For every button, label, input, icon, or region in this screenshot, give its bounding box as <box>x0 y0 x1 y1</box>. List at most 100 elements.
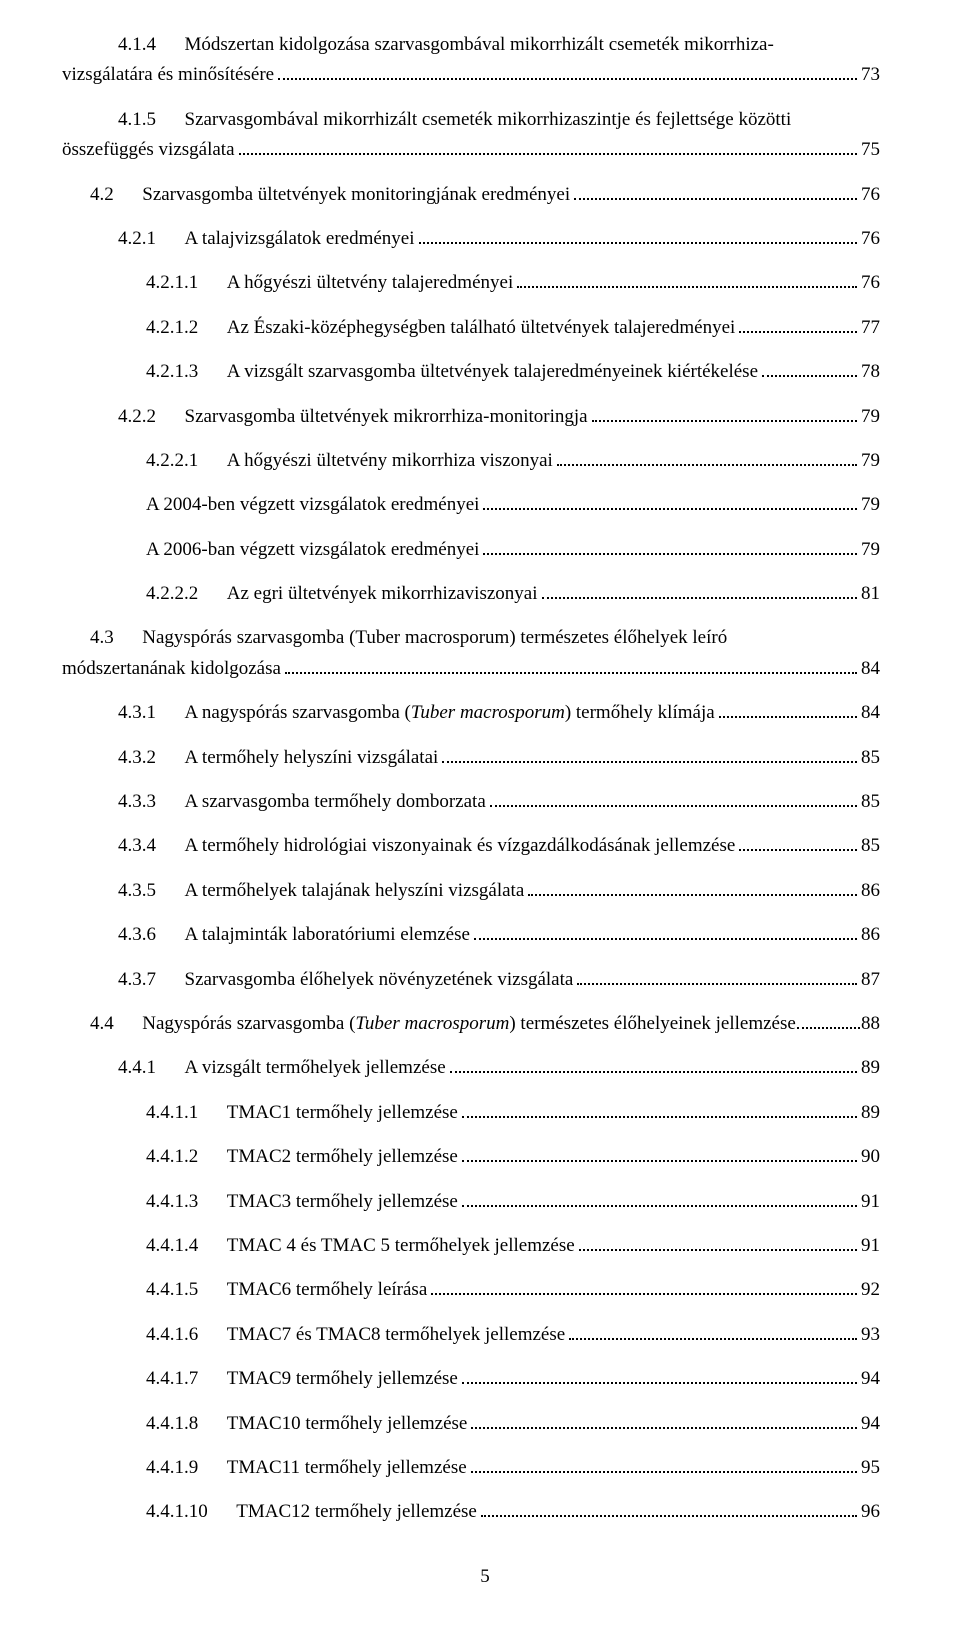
toc-leader-dots <box>462 1190 857 1206</box>
toc-page-number: 79 <box>861 535 880 565</box>
toc-entry: 4.4 Nagyspórás szarvasgomba (Tuber macro… <box>90 1009 880 1039</box>
toc-title: TMAC7 és TMAC8 termőhelyek jellemzése <box>227 1320 565 1350</box>
toc-page: 4.1.4 Módszertan kidolgozása szarvasgomb… <box>0 0 960 1632</box>
toc-page-number: 84 <box>861 698 880 728</box>
toc-entry: 4.2.2 Szarvasgomba ültetvények mikrorrhi… <box>90 402 880 432</box>
toc-title: Szarvasgomba ültetvények mikrorrhiza-mon… <box>185 402 588 432</box>
toc-title: A szarvasgomba termőhely domborzata <box>185 787 486 817</box>
toc-number: 4.4.1.10 <box>146 1497 236 1527</box>
toc-page-number: 76 <box>861 268 880 298</box>
toc-leader-dots <box>592 405 857 421</box>
toc-number: 4.2.1.2 <box>146 313 227 343</box>
toc-entry: 4.2.2.2 Az egri ültetvények mikorrhizavi… <box>90 579 880 609</box>
toc-entry: 4.2 Szarvasgomba ültetvények monitoringj… <box>90 180 880 210</box>
toc-page-number: 94 <box>861 1409 880 1439</box>
toc-number: 4.2 <box>90 180 142 210</box>
toc-entry-line2: vizsgálatára és minősítésére 73 <box>62 60 880 90</box>
toc-title: A vizsgált termőhelyek jellemzése <box>185 1053 446 1083</box>
toc-number: 4.3.4 <box>118 831 185 861</box>
toc-leader-dots <box>762 361 857 377</box>
toc-page-number: 86 <box>861 920 880 950</box>
toc-title: Szarvasgomba ültetvények monitoringjának… <box>142 180 570 210</box>
toc-number: 4.4.1.7 <box>146 1364 227 1394</box>
toc-page-number: 76 <box>861 224 880 254</box>
toc-title: A talajminták laboratóriumi elemzése <box>185 920 470 950</box>
toc-entry: 4.4.1.7 TMAC9 termőhely jellemzése94 <box>90 1364 880 1394</box>
toc-page-number: 96 <box>861 1497 880 1527</box>
toc-leader-dots <box>285 658 857 674</box>
toc-leader-dots <box>797 1013 860 1029</box>
toc-title: TMAC1 termőhely jellemzése <box>227 1098 458 1128</box>
toc-title: TMAC 4 és TMAC 5 termőhelyek jellemzése <box>227 1231 575 1261</box>
toc-page-number: 91 <box>861 1187 880 1217</box>
toc-entry: 4.4.1 A vizsgált termőhelyek jellemzése8… <box>90 1053 880 1083</box>
toc-number: 4.3.5 <box>118 876 185 906</box>
toc-entry: 4.1.5 Szarvasgombával mikorrhizált cseme… <box>90 105 880 166</box>
toc-leader-dots <box>471 1412 857 1428</box>
toc-leader-dots <box>528 880 857 896</box>
toc-page-number: 90 <box>861 1142 880 1172</box>
toc-page-number: 85 <box>861 743 880 773</box>
toc-page-number: 87 <box>861 965 880 995</box>
toc-entry: 4.2.1 A talajvizsgálatok eredményei76 <box>90 224 880 254</box>
toc-page-number: 85 <box>861 831 880 861</box>
toc-number: 4.4.1.3 <box>146 1187 227 1217</box>
toc-entry: 4.3.3 A szarvasgomba termőhely domborzat… <box>90 787 880 817</box>
toc-entry: 4.4.1.9 TMAC11 termőhely jellemzése95 <box>90 1453 880 1483</box>
toc-entry-line2: összefüggés vizsgálata75 <box>62 135 880 165</box>
toc-page-number: 93 <box>861 1320 880 1350</box>
toc-entry: 4.4.1.5 TMAC6 termőhely leírása92 <box>90 1275 880 1305</box>
toc-page-number: 84 <box>861 654 880 684</box>
toc-number: 4.2.2.2 <box>146 579 227 609</box>
toc-title: A talajvizsgálatok eredményei <box>185 224 415 254</box>
toc-entry: 4.4.1.1 TMAC1 termőhely jellemzése89 <box>90 1098 880 1128</box>
toc-entry-line1: 4.1.4 Módszertan kidolgozása szarvasgomb… <box>118 30 880 60</box>
toc-leader-dots <box>517 272 857 288</box>
toc-leader-dots <box>483 494 857 510</box>
toc-leader-dots <box>462 1146 857 1162</box>
toc-entry-line1: 4.3 Nagyspórás szarvasgomba (Tuber macro… <box>90 623 880 653</box>
toc-entry: 4.3.4 A termőhely hidrológiai viszonyain… <box>90 831 880 861</box>
toc-page-number: 76 <box>861 180 880 210</box>
toc-leader-dots <box>471 1457 857 1473</box>
toc-entry: 4.4.1.6 TMAC7 és TMAC8 termőhelyek jelle… <box>90 1320 880 1350</box>
toc-number: 4.2.2.1 <box>146 446 227 476</box>
toc-page-number: 95 <box>861 1453 880 1483</box>
toc-page-number: 81 <box>861 579 880 609</box>
toc-page-number: 91 <box>861 1231 880 1261</box>
toc-page-number: 89 <box>861 1098 880 1128</box>
toc-leader-dots <box>462 1368 857 1384</box>
toc-leader-dots <box>577 968 857 984</box>
toc-entry: 4.3.5 A termőhelyek talajának helyszíni … <box>90 876 880 906</box>
toc-title: vizsgálatára és minősítésére <box>62 60 274 90</box>
toc-entry: 4.4.1.4 TMAC 4 és TMAC 5 termőhelyek jel… <box>90 1231 880 1261</box>
toc-title: A hőgyészi ültetvény talajeredményei <box>227 268 513 298</box>
toc-leader-dots <box>579 1235 857 1251</box>
toc-number: 4.3 <box>90 627 114 648</box>
toc-title: Nagyspórás szarvasgomba (Tuber macrospor… <box>142 1009 796 1039</box>
toc-number: 4.2.2 <box>118 402 185 432</box>
toc-leader-dots <box>719 702 857 718</box>
toc-title: TMAC11 termőhely jellemzése <box>227 1453 467 1483</box>
toc-page-number: 73 <box>861 60 880 90</box>
toc-leader-dots <box>450 1057 857 1073</box>
toc-entry: 4.3 Nagyspórás szarvasgomba (Tuber macro… <box>90 623 880 684</box>
toc-entry: 4.1.4 Módszertan kidolgozása szarvasgomb… <box>90 30 880 91</box>
toc-title: A termőhely helyszíni vizsgálatai <box>185 743 439 773</box>
toc-leader-dots <box>574 183 857 199</box>
toc-title: Szarvasgombával mikorrhizált csemeték mi… <box>185 109 792 130</box>
toc-number: 4.3.6 <box>118 920 185 950</box>
toc-list: 4.1.4 Módszertan kidolgozása szarvasgomb… <box>90 30 880 1528</box>
toc-title: összefüggés vizsgálata <box>62 135 235 165</box>
toc-number: 4.3.7 <box>118 965 185 995</box>
toc-leader-dots <box>419 228 857 244</box>
toc-entry: 4.4.1.2 TMAC2 termőhely jellemzése90 <box>90 1142 880 1172</box>
toc-number: 4.4 <box>90 1009 142 1039</box>
toc-number: 4.1.5 <box>118 109 156 130</box>
toc-entry: 4.2.1.1 A hőgyészi ültetvény talajeredmé… <box>90 268 880 298</box>
toc-number: 4.4.1 <box>118 1053 185 1083</box>
toc-title: A 2006-ban végzett vizsgálatok eredménye… <box>146 535 479 565</box>
toc-title: TMAC6 termőhely leírása <box>227 1275 428 1305</box>
toc-entry: 4.4.1.3 TMAC3 termőhely jellemzése91 <box>90 1187 880 1217</box>
toc-entry: A 2004-ben végzett vizsgálatok eredménye… <box>90 490 880 520</box>
